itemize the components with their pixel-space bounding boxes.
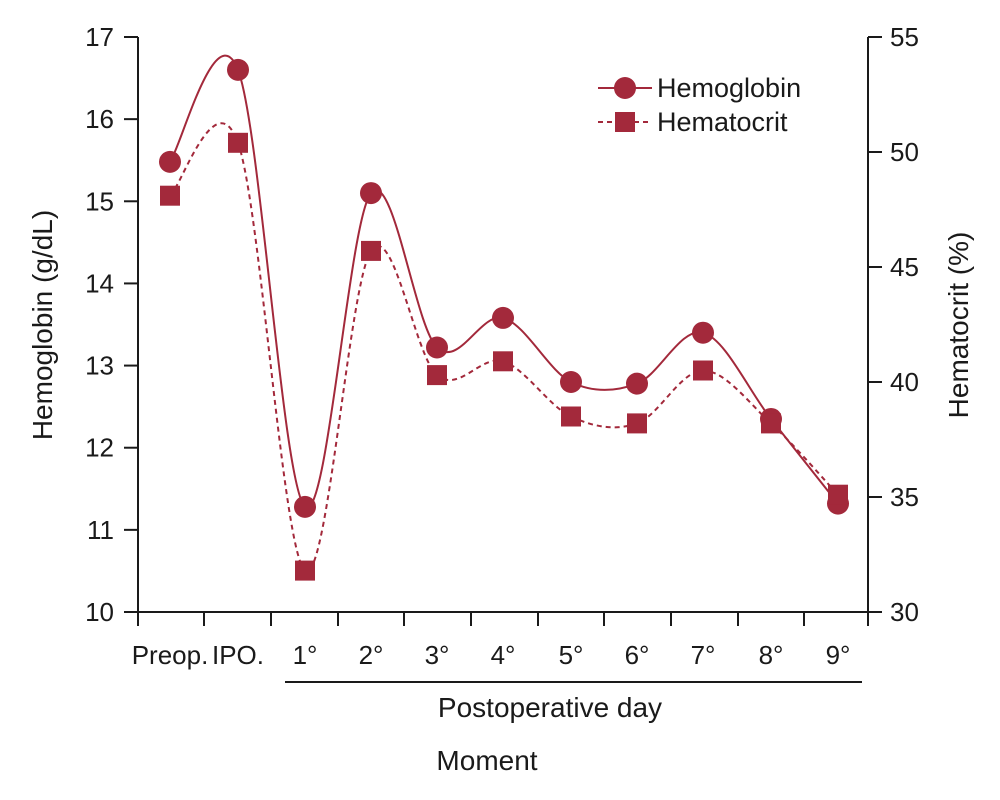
hematocrit-point bbox=[427, 365, 447, 386]
y2-tick-label: 45 bbox=[890, 252, 919, 282]
x-tick-label: 8° bbox=[759, 640, 784, 670]
hemoglobin-point bbox=[294, 495, 316, 518]
y-tick-label: 11 bbox=[87, 515, 114, 545]
hemoglobin-point bbox=[426, 336, 448, 359]
hematocrit-point bbox=[361, 240, 381, 261]
x-tick-label: 1° bbox=[293, 640, 318, 670]
hematocrit-point bbox=[627, 413, 647, 434]
y-tick-label: 15 bbox=[85, 186, 114, 216]
hemoglobin-legend-marker bbox=[614, 77, 636, 99]
x-tick-label: 4° bbox=[491, 640, 516, 670]
y2-tick-label: 30 bbox=[890, 597, 919, 627]
y-tick-label: 17 bbox=[85, 22, 114, 52]
hematocrit-line bbox=[169, 122, 839, 572]
hematocrit-point bbox=[493, 351, 513, 372]
hemoglobin-point bbox=[492, 306, 514, 329]
hemoglobin-point bbox=[692, 321, 714, 344]
x-tick-label: 7° bbox=[691, 640, 716, 670]
x-tick-label: 3° bbox=[425, 640, 450, 670]
y2-tick-label: 50 bbox=[890, 137, 919, 167]
hematocrit-point bbox=[693, 360, 713, 381]
series-layer bbox=[159, 54, 849, 581]
y2-tick-label: 35 bbox=[890, 482, 919, 512]
y-axis-title: Hemoglobin (g/dL) bbox=[27, 210, 58, 440]
x-tick-label: 9° bbox=[826, 640, 851, 670]
y-tick-label: 14 bbox=[85, 268, 114, 298]
y-tick-label: 10 bbox=[85, 597, 114, 627]
y-tick-label: 16 bbox=[85, 104, 114, 134]
x-tick-label: 5° bbox=[559, 640, 584, 670]
hematocrit-point bbox=[295, 560, 315, 581]
hemoglobin-point bbox=[560, 371, 582, 393]
x-tick-label: Preop. bbox=[132, 640, 209, 670]
x-sub-axis-title: Postoperative day bbox=[438, 692, 662, 723]
legend: Hemoglobin Hematocrit bbox=[598, 73, 801, 137]
hematocrit-point bbox=[228, 132, 248, 153]
hematocrit-point bbox=[828, 484, 848, 505]
y2-tick-label: 40 bbox=[890, 367, 919, 397]
x-tick-label: IPO. bbox=[212, 640, 264, 670]
x-tick-label: 6° bbox=[625, 640, 650, 670]
hematocrit-legend-marker bbox=[615, 112, 635, 132]
hemoglobin-point bbox=[626, 372, 648, 395]
hematocrit-point bbox=[160, 185, 180, 206]
hemoglobin-point bbox=[360, 182, 382, 205]
hemoglobin-legend-label: Hemoglobin bbox=[657, 73, 801, 103]
hemoglobin-point bbox=[227, 58, 249, 81]
x-axis-title: Moment bbox=[436, 745, 537, 776]
axes: 10 11 12 13 14 15 16 17 30 35 40 45 50 55 Preop. IPO. 1°… bbox=[85, 22, 919, 683]
hematocrit-point bbox=[561, 406, 581, 427]
y2-tick-label: 55 bbox=[890, 22, 919, 52]
hematocrit-point bbox=[761, 413, 781, 434]
x-tick-label: 2° bbox=[359, 640, 384, 670]
hematocrit-legend-label: Hematocrit bbox=[657, 107, 788, 137]
y2-axis-title: Hematocrit (%) bbox=[943, 232, 974, 419]
hemoglobin-point bbox=[159, 150, 181, 173]
y-tick-label: 13 bbox=[85, 351, 114, 381]
y-tick-label: 12 bbox=[85, 433, 114, 463]
